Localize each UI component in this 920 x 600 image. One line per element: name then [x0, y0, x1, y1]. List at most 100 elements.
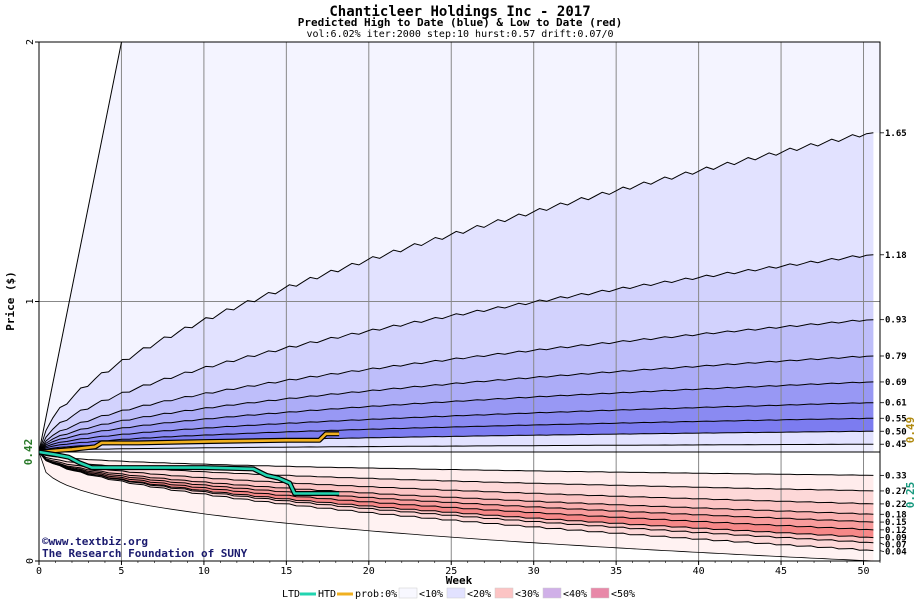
- upper-band-line: [38, 417, 874, 453]
- lower-band-area: [39, 452, 874, 504]
- legend-bucket-swatch: [590, 587, 610, 599]
- x-tick-label: 35: [610, 566, 622, 577]
- lower-band-line: [38, 451, 874, 539]
- band-end-label: 0.50: [885, 427, 907, 437]
- lower-band-line: [38, 451, 874, 552]
- x-tick-label: 10: [198, 566, 210, 577]
- band-end-label: 0.61: [885, 399, 907, 409]
- band-labels: 1.65 1.18 0.93 0.79 0.69 0.61 0.55 0.50 0.45 0.33…: [879, 129, 907, 558]
- band-end-label: 0.45: [885, 440, 907, 450]
- upper-tail-line: [38, 41, 122, 453]
- legend-bucket-swatch: [494, 587, 514, 599]
- lower-band-area: [39, 452, 874, 543]
- htd-series-line: [38, 432, 340, 454]
- lower-band-area: [39, 452, 874, 523]
- legend-bucket-label: <40%: [563, 589, 587, 600]
- band-lines: [38, 41, 874, 562]
- lower-band-line: [38, 451, 874, 544]
- upper-band-area: [39, 42, 880, 452]
- upper-band-line: [38, 319, 874, 453]
- lower-band-area: [39, 452, 874, 491]
- upper-band-line: [38, 355, 874, 453]
- band-end-label: 0.18: [885, 510, 907, 520]
- band-end-label: 1.65: [885, 129, 907, 139]
- band-end-label: 0.69: [885, 378, 907, 388]
- legend: LTD HTD prob:0% <10% <20% <30% <40% <50%: [282, 587, 635, 600]
- ltd-series-line: [38, 450, 340, 495]
- legend-bucket-swatch: [398, 587, 418, 599]
- x-tick-label: 20: [363, 566, 375, 577]
- series: [38, 431, 340, 496]
- upper-band-area: [39, 402, 874, 452]
- band-end-label: 0.22: [885, 500, 907, 510]
- band-end-label: 0.15: [885, 518, 907, 528]
- upper-band-area: [39, 132, 874, 453]
- upper-band-line: [38, 443, 874, 453]
- upper-band-area: [39, 444, 874, 452]
- axes: 0 5 10 15 20 25 30 35 40 45 50 0 1 2: [25, 39, 881, 577]
- y-tick-label: 0: [25, 558, 36, 564]
- upper-band-area: [39, 431, 874, 452]
- x-axis-title: Week: [446, 574, 473, 587]
- chart-params: vol:6.02% iter:2000 step:10 hurst:0.57 d…: [306, 29, 613, 40]
- legend-bucket-swatch: [542, 587, 562, 599]
- upper-band-area: [39, 356, 874, 452]
- lower-band-area: [39, 452, 874, 530]
- watermark-line1: ©www.textbiz.org: [42, 535, 148, 548]
- band-label-connector: [879, 542, 885, 546]
- lower-band-line: [38, 451, 874, 515]
- x-tick-label: 25: [445, 566, 457, 577]
- x-tick-label: 50: [857, 566, 869, 577]
- lower-band-line: [38, 451, 874, 492]
- lower-tail-line: [38, 451, 874, 562]
- lower-band-line: [38, 451, 874, 531]
- band-end-label: 0.12: [885, 526, 907, 536]
- lower-band-line: [38, 451, 874, 523]
- band-end-label: 0.55: [885, 414, 907, 424]
- lower-band-line: [38, 451, 874, 505]
- legend-bucket-label: <10%: [419, 589, 443, 600]
- htd-current-label: 0.49: [904, 417, 917, 444]
- legend-prob-label: prob:0%: [355, 589, 397, 600]
- y-tick-label: 1: [25, 298, 36, 304]
- lower-band-area: [39, 452, 874, 538]
- band-end-label: 0.07: [885, 541, 907, 551]
- chart-subtitle: Predicted High to Date (blue) & Low to D…: [298, 16, 623, 29]
- upper-band-line: [38, 132, 874, 453]
- x-tick-label: 40: [693, 566, 705, 577]
- legend-bucket-label: <30%: [515, 589, 539, 600]
- legend-ltd-label: LTD: [282, 589, 300, 600]
- x-tick-label: 15: [280, 566, 292, 577]
- upper-band-line: [38, 254, 874, 453]
- upper-band-line: [38, 402, 874, 453]
- lower-band-line: [38, 451, 874, 476]
- legend-bucket-swatch: [446, 587, 466, 599]
- upper-band-area: [39, 418, 874, 452]
- lower-band-area: [39, 452, 874, 551]
- upper-band-area: [39, 319, 874, 452]
- band-end-label: 0.79: [885, 352, 907, 362]
- chart-title: Chanticleer Holdings Inc - 2017: [329, 4, 590, 20]
- band-end-label: 1.18: [885, 251, 907, 261]
- x-tick-label: 5: [118, 566, 124, 577]
- lower-band-area: [39, 452, 874, 561]
- watermark-line2: The Research Foundation of SUNY: [42, 547, 248, 560]
- x-tick-label: 45: [775, 566, 787, 577]
- lower-band-area: [39, 452, 874, 476]
- legend-bucket-label: <20%: [467, 589, 491, 600]
- band-end-label: 0.27: [885, 487, 907, 497]
- ltd-current-label: 0.25: [904, 482, 917, 509]
- band-label-connector: [879, 550, 885, 553]
- lower-band-area: [39, 452, 874, 515]
- legend-bucket-label: <50%: [611, 589, 635, 600]
- x-tick-label: 0: [36, 566, 42, 577]
- y-tick-label: 2: [25, 39, 36, 45]
- y-axis-title: Price ($): [4, 271, 17, 331]
- x-tick-label: 30: [528, 566, 540, 577]
- band-end-label: 0.04: [885, 548, 907, 558]
- band-end-label: 0.93: [885, 316, 907, 326]
- band-end-label: 0.33: [885, 471, 907, 481]
- band-end-label: 0.09: [885, 534, 907, 544]
- upper-band-area: [39, 254, 874, 452]
